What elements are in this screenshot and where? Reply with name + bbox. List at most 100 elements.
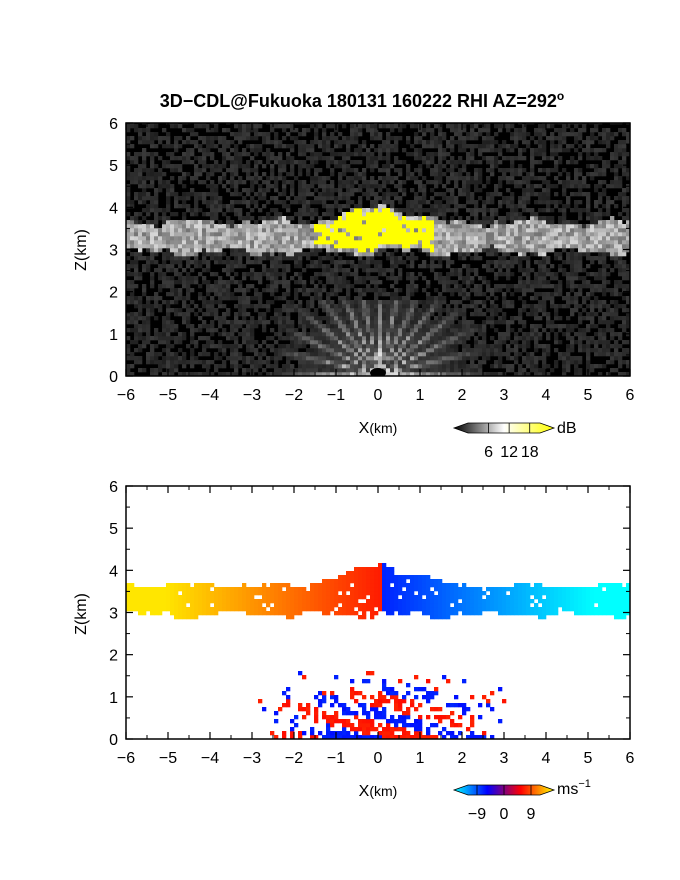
reflectivity-cell [358,352,363,357]
reflectivity-cell [550,320,555,325]
reflectivity-cell [470,196,475,201]
reflectivity-cell [134,252,139,257]
reflectivity-cell [478,180,483,185]
reflectivity-cell [246,256,251,261]
reflectivity-cell [522,304,527,309]
reflectivity-cell [362,312,367,317]
reflectivity-cell [166,308,171,313]
reflectivity-cell [502,300,507,305]
reflectivity-cell [390,372,395,376]
reflectivity-cell [182,320,187,325]
reflectivity-cell [542,196,547,201]
reflectivity-cell [210,284,215,289]
reflectivity-cell [534,284,539,289]
reflectivity-cell [166,280,171,285]
reflectivity-cell [214,232,219,237]
reflectivity-cell [262,348,267,353]
reflectivity-cell [366,336,371,341]
reflectivity-cell [398,300,403,305]
reflectivity-cell [378,236,383,241]
reflectivity-cell [358,204,363,209]
reflectivity-cell [430,236,435,241]
reflectivity-cell [358,128,363,133]
reflectivity-cell [174,212,179,217]
reflectivity-cell [470,348,475,353]
reflectivity-cell [274,332,279,337]
reflectivity-cell [338,268,343,273]
reflectivity-cell [346,340,351,345]
reflectivity-cell [170,184,175,189]
reflectivity-cell [286,360,291,365]
reflectivity-cell [394,208,399,213]
reflectivity-cell [210,252,215,257]
reflectivity-cell [366,344,371,349]
reflectivity-cell [282,136,287,141]
reflectivity-cell [142,208,147,213]
reflectivity-cell [338,216,343,221]
reflectivity-cell [206,172,211,177]
reflectivity-cell [202,360,207,365]
reflectivity-cell [482,312,487,317]
reflectivity-cell [366,276,371,281]
reflectivity-cell [450,372,455,376]
reflectivity-cell [202,260,207,265]
reflectivity-cell [438,156,443,161]
reflectivity-cell [406,300,411,305]
reflectivity-cell [298,264,303,269]
reflectivity-cell [442,172,447,177]
reflectivity-cell [190,236,195,241]
reflectivity-cell [134,264,139,269]
reflectivity-cell [522,320,527,325]
reflectivity-cell [406,312,411,317]
reflectivity-cell [210,136,215,141]
reflectivity-cell [342,300,347,305]
reflectivity-cell [190,212,195,217]
reflectivity-cell [154,300,159,305]
reflectivity-cell [194,200,199,205]
reflectivity-cell [342,236,347,241]
reflectivity-cell [546,216,551,221]
reflectivity-cell [514,344,519,349]
reflectivity-cell [230,276,235,281]
reflectivity-cell [542,240,547,245]
reflectivity-cell [230,264,235,269]
reflectivity-cell [142,320,147,325]
reflectivity-cell [186,236,191,241]
reflectivity-cell [150,348,155,353]
reflectivity-cell [222,344,227,349]
reflectivity-cell [330,168,335,173]
reflectivity-cell [182,284,187,289]
reflectivity-cell [318,324,323,329]
reflectivity-cell [450,332,455,337]
reflectivity-cell [254,348,259,353]
reflectivity-cell [306,312,311,317]
reflectivity-cell [398,200,403,205]
reflectivity-cell [310,152,315,157]
reflectivity-cell [338,300,343,305]
reflectivity-cell [386,276,391,281]
reflectivity-cell [426,156,431,161]
reflectivity-cell [534,140,539,145]
reflectivity-cell [398,312,403,317]
reflectivity-cell [138,168,143,173]
reflectivity-cell [250,216,255,221]
reflectivity-cell [358,320,363,325]
reflectivity-cell [438,368,443,373]
reflectivity-cell [250,128,255,133]
reflectivity-cell [262,340,267,345]
reflectivity-cell [410,256,415,261]
reflectivity-cell [554,284,559,289]
reflectivity-cell [310,316,315,321]
reflectivity-cell [126,172,131,177]
reflectivity-cell [322,264,327,269]
reflectivity-cell [458,256,463,261]
reflectivity-cell [462,192,467,197]
reflectivity-cell [282,316,287,321]
reflectivity-cell [126,296,131,301]
reflectivity-cell [278,140,283,145]
reflectivity-cell [494,208,499,213]
reflectivity-cell [390,212,395,217]
reflectivity-cell [402,220,407,225]
reflectivity-cell [218,260,223,265]
reflectivity-cell [218,304,223,309]
